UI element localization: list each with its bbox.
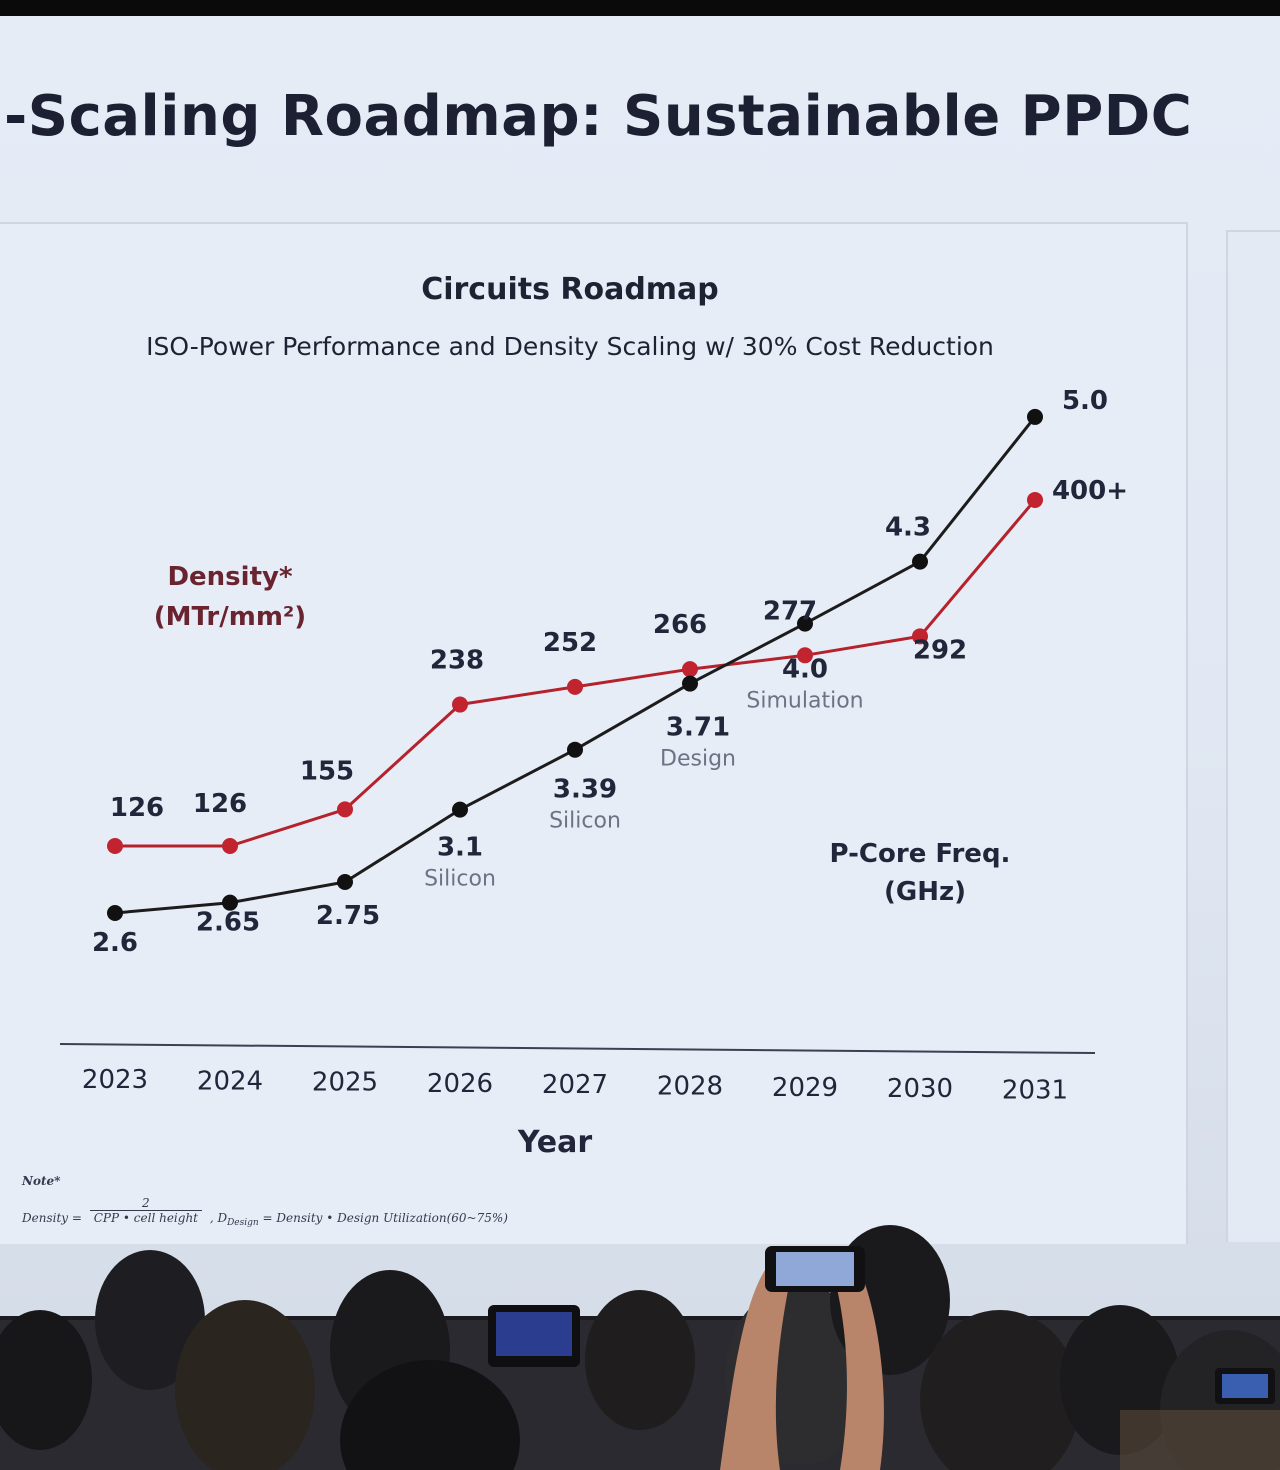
head-9 xyxy=(920,1310,1080,1470)
freq-point xyxy=(222,894,238,911)
chart-panel xyxy=(0,222,1188,1244)
freq-label: 2.6 xyxy=(92,928,138,958)
x-tick-label: 2023 xyxy=(82,1065,148,1095)
freq-label: 2.65 xyxy=(196,908,260,938)
head-1 xyxy=(0,1310,92,1450)
note-label: Note* xyxy=(22,1174,61,1188)
density-series-name: Density* xyxy=(167,562,292,592)
freq-label: 3.1 xyxy=(437,833,483,863)
density-label: 266 xyxy=(653,610,707,640)
freq-point xyxy=(107,905,123,921)
density-point xyxy=(107,838,123,854)
density-point xyxy=(567,678,583,695)
x-tick-label: 2031 xyxy=(1002,1075,1068,1105)
adjacent-panel xyxy=(1226,230,1280,1242)
formula-fraction: 2 CPP • cell height xyxy=(89,1196,202,1225)
freq-annotation: Simulation xyxy=(746,689,863,714)
chart-subtitle: ISO-Power Performance and Density Scalin… xyxy=(146,332,994,361)
freq-point xyxy=(797,615,813,632)
density-point xyxy=(222,838,238,854)
freq-label: 4.0 xyxy=(782,655,828,685)
freq-label: 4.3 xyxy=(885,513,931,543)
freq-series-name: P-Core Freq. xyxy=(830,839,1011,869)
density-series-unit: (MTr/mm²) xyxy=(154,602,306,632)
density-point xyxy=(912,628,928,645)
freq-label: 2.75 xyxy=(316,901,380,931)
phone-raised-screen xyxy=(776,1252,854,1286)
density-label: 400+ xyxy=(1052,476,1128,506)
freq-annotation: Silicon xyxy=(549,809,621,834)
note-formula: Density = 2 CPP • cell height , DDesign … xyxy=(22,1196,508,1229)
freq-point xyxy=(682,675,698,692)
formula-rest: , D xyxy=(209,1211,228,1225)
freq-point xyxy=(912,553,928,570)
formula-numerator: 2 xyxy=(89,1196,202,1211)
x-tick-label: 2029 xyxy=(772,1073,838,1103)
x-tick-label: 2025 xyxy=(312,1068,378,1098)
density-label: 277 xyxy=(763,596,817,626)
head-5 xyxy=(340,1360,520,1470)
formula-lhs: Density = xyxy=(22,1211,82,1225)
freq-point xyxy=(452,801,468,818)
phone-right-screen xyxy=(1222,1374,1268,1398)
raised-arm xyxy=(720,1270,790,1470)
density-point xyxy=(337,801,353,818)
freq-label: 3.39 xyxy=(553,775,617,805)
freq-label: 5.0 xyxy=(1062,386,1108,416)
head-6 xyxy=(585,1290,695,1430)
density-point xyxy=(797,647,813,664)
freq-point xyxy=(567,741,583,758)
audience-silhouettes xyxy=(0,1225,1280,1470)
formula-denominator: CPP • cell height xyxy=(93,1211,198,1225)
density-label: 252 xyxy=(543,628,597,658)
circuits-roadmap-chart: 2023 2024 2025 2026 2027 2028 2029 2030 2031 Year… xyxy=(59,386,1128,1160)
density-label: 238 xyxy=(430,646,484,676)
slide-title: -Scaling Roadmap: Sustainable PPDC xyxy=(4,84,1193,149)
head-3 xyxy=(175,1300,315,1470)
freq-annotation: Silicon xyxy=(424,867,496,892)
top-bar xyxy=(0,0,1280,16)
density-point xyxy=(1027,491,1043,508)
x-axis-line xyxy=(59,1043,1096,1054)
freq-series-unit: (GHz) xyxy=(884,877,966,907)
freq-label: 3.71 xyxy=(666,713,730,743)
phone-center-screen xyxy=(496,1312,572,1356)
x-tick-label: 2028 xyxy=(657,1072,723,1102)
density-label: 126 xyxy=(193,789,247,819)
formula-subscript: Design xyxy=(227,1218,259,1229)
x-axis-title: Year xyxy=(517,1125,593,1160)
density-point xyxy=(452,696,468,713)
raised-arm-2 xyxy=(835,1270,884,1470)
x-tick-label: 2024 xyxy=(197,1066,263,1096)
density-label: 126 xyxy=(110,793,164,823)
head-2 xyxy=(95,1250,205,1390)
density-label: 155 xyxy=(300,756,354,786)
monitor-glow xyxy=(1120,1410,1280,1470)
chart-title: Circuits Roadmap xyxy=(421,272,719,307)
formula-tail: = Density • Design Utilization(60~75%) xyxy=(258,1211,508,1225)
freq-point xyxy=(1027,408,1043,425)
x-tick-label: 2026 xyxy=(427,1069,493,1099)
density-label: 292 xyxy=(913,635,967,665)
x-tick-label: 2027 xyxy=(542,1070,608,1100)
x-tick-label: 2030 xyxy=(887,1074,953,1104)
freq-annotation: Design xyxy=(660,747,736,772)
freq-point xyxy=(337,873,353,890)
density-point xyxy=(682,661,698,678)
